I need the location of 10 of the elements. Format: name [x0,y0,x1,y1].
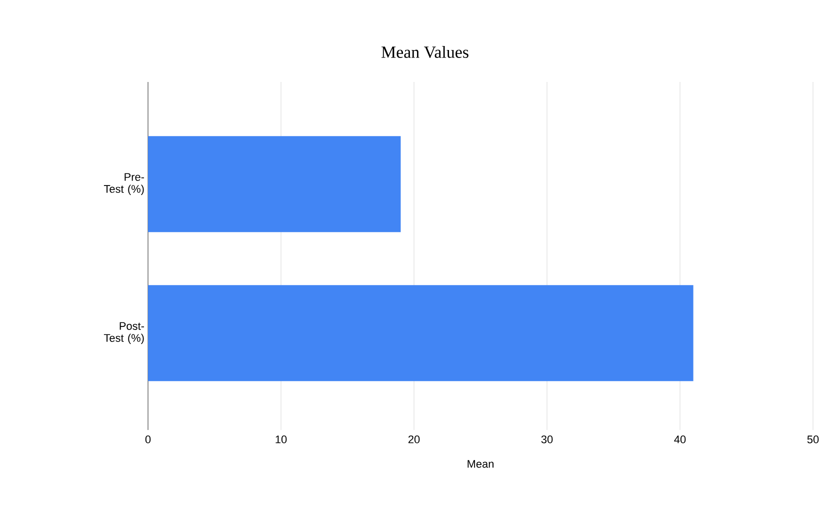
x-axis-title: Mean [468,460,494,468]
x-tick-label: 40 [674,436,686,444]
x-tick-label: 10 [276,436,287,444]
x-tick-label: 20 [408,436,420,444]
y-tick-label: Post-Test (%) [104,322,144,344]
chart-title: Mean Values [382,46,468,58]
x-tick-label: 50 [807,436,819,444]
x-tick-label: 30 [541,436,553,444]
y-tick-label: Pre-Test (%) [104,173,144,195]
x-tick-label: 0 [145,436,151,444]
